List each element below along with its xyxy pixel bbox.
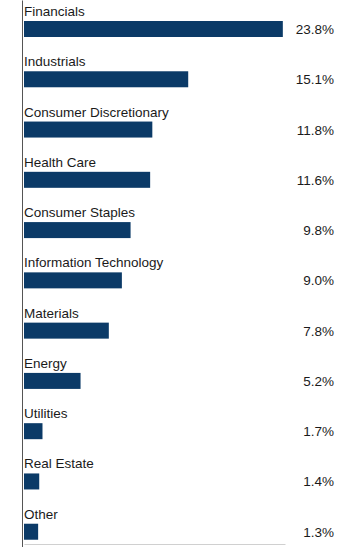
bar: [24, 122, 152, 138]
category-label: Other: [24, 507, 58, 522]
category-label: Materials: [24, 306, 79, 321]
bar: [24, 272, 122, 288]
data-label: 23.8%: [296, 22, 334, 37]
data-label: 11.8%: [297, 123, 334, 138]
bar: [24, 21, 283, 37]
data-label: 1.3%: [303, 525, 334, 540]
category-label: Real Estate: [24, 456, 94, 471]
data-label: 1.4%: [303, 474, 334, 489]
category-label: Utilities: [24, 406, 68, 421]
bar: [24, 222, 131, 238]
bar: [24, 524, 38, 540]
data-label: 11.6%: [297, 173, 334, 188]
category-label: Consumer Staples: [24, 205, 135, 220]
category-axis: [22, 1, 23, 547]
category-label: Energy: [24, 356, 67, 371]
data-labels: 23.8% 15.1% 11.8% 11.6% 9.8% 9.0% 7.8% 5.2% 1.7%…: [296, 22, 334, 540]
data-label: 15.1%: [296, 72, 334, 87]
category-labels: Financials Industrials Consumer Discretion…: [24, 4, 169, 522]
data-label: 9.0%: [303, 273, 334, 288]
category-label: Consumer Discretionary: [24, 105, 169, 120]
value-axis: [25, 544, 286, 545]
bar: [24, 323, 109, 339]
value-axis-line: [25, 544, 286, 545]
bar: [24, 473, 39, 489]
bar: [24, 71, 188, 87]
data-label: 1.7%: [303, 424, 334, 439]
category-label: Health Care: [24, 155, 96, 170]
bars: [24, 21, 283, 540]
category-label: Industrials: [24, 54, 86, 69]
bar: [24, 373, 81, 389]
data-label: 9.8%: [303, 223, 334, 238]
data-label: 5.2%: [303, 374, 334, 389]
data-label: 7.8%: [303, 324, 334, 339]
bar: [24, 423, 42, 439]
bar: [24, 172, 150, 188]
category-axis-line: [22, 1, 23, 547]
category-label: Information Technology: [24, 255, 164, 270]
category-label: Financials: [24, 4, 85, 19]
chart: Financials Industrials Consumer Discretion…: [0, 0, 360, 547]
